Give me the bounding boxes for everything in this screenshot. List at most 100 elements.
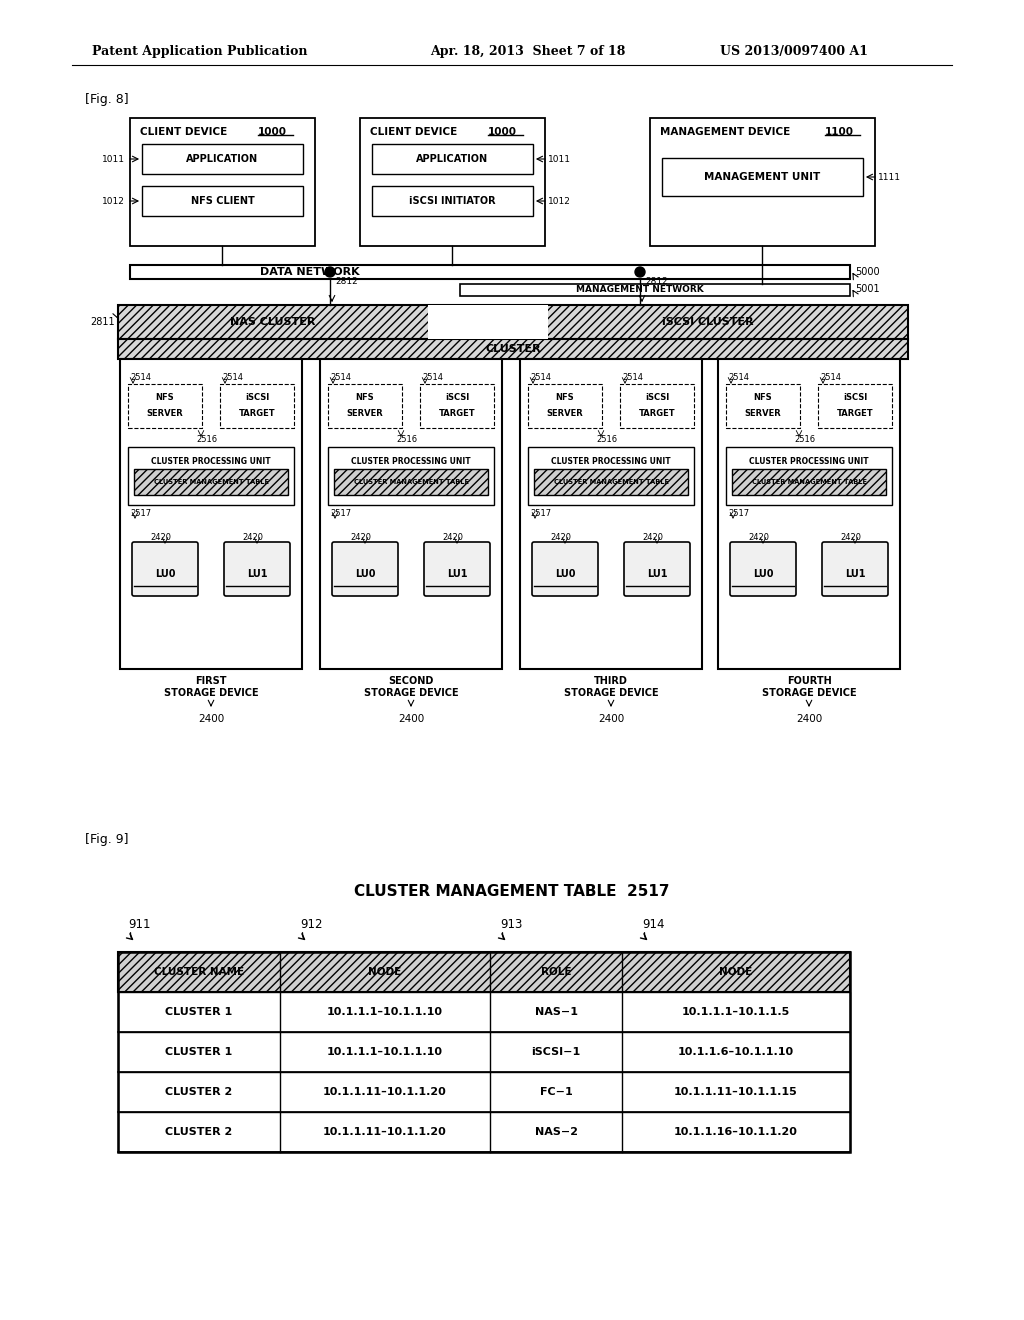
- Circle shape: [325, 267, 335, 277]
- Text: [Fig. 8]: [Fig. 8]: [85, 94, 129, 107]
- Text: CLUSTER MANAGEMENT TABLE: CLUSTER MANAGEMENT TABLE: [554, 479, 669, 484]
- Text: CLIENT DEVICE: CLIENT DEVICE: [370, 127, 461, 137]
- Bar: [662, 158, 863, 195]
- Text: 2420: 2420: [550, 533, 571, 543]
- Text: SERVER: SERVER: [744, 409, 781, 418]
- Text: 2516: 2516: [396, 434, 417, 444]
- Text: 2400: 2400: [198, 714, 224, 723]
- Text: 2811: 2811: [90, 317, 115, 327]
- Text: APPLICATION: APPLICATION: [186, 154, 259, 164]
- Text: NAS−1: NAS−1: [535, 1007, 578, 1016]
- Text: 2514: 2514: [728, 372, 749, 381]
- Text: 2514: 2514: [622, 372, 643, 381]
- Text: CLUSTER 2: CLUSTER 2: [165, 1127, 232, 1137]
- FancyBboxPatch shape: [730, 543, 796, 597]
- Bar: [142, 144, 303, 174]
- Text: CLUSTER PROCESSING UNIT: CLUSTER PROCESSING UNIT: [750, 458, 868, 466]
- Text: 2516: 2516: [794, 434, 815, 444]
- Bar: [360, 117, 545, 246]
- Text: 2514: 2514: [530, 372, 551, 381]
- Text: ROLE: ROLE: [541, 968, 571, 977]
- Text: 912: 912: [300, 919, 323, 932]
- Text: 10.1.1.1–10.1.1.5: 10.1.1.1–10.1.1.5: [682, 1007, 791, 1016]
- Text: DATA NETWORK: DATA NETWORK: [260, 267, 359, 277]
- Text: 1012: 1012: [548, 197, 570, 206]
- Bar: [118, 1072, 850, 1111]
- Text: 1011: 1011: [548, 154, 571, 164]
- Text: 2517: 2517: [530, 510, 551, 519]
- Text: CLUSTER 2: CLUSTER 2: [165, 1086, 232, 1097]
- Bar: [528, 447, 694, 506]
- Bar: [118, 339, 908, 359]
- Text: 2420: 2420: [840, 533, 861, 543]
- Text: 2514: 2514: [330, 372, 351, 381]
- Bar: [428, 305, 548, 339]
- Bar: [372, 144, 534, 174]
- Text: 5001: 5001: [855, 284, 880, 294]
- Text: 1111: 1111: [878, 173, 901, 181]
- Text: CLUSTER PROCESSING UNIT: CLUSTER PROCESSING UNIT: [551, 458, 671, 466]
- Bar: [372, 186, 534, 216]
- Text: 2517: 2517: [130, 510, 152, 519]
- Text: NAS−2: NAS−2: [535, 1127, 578, 1137]
- Text: SECOND
STORAGE DEVICE: SECOND STORAGE DEVICE: [364, 676, 459, 698]
- Text: SERVER: SERVER: [146, 409, 183, 418]
- Text: 2420: 2420: [642, 533, 663, 543]
- Text: iSCSI: iSCSI: [645, 393, 669, 403]
- Text: 911: 911: [128, 919, 151, 932]
- Text: TARGET: TARGET: [438, 409, 475, 418]
- FancyBboxPatch shape: [424, 543, 490, 597]
- Bar: [718, 359, 900, 669]
- Text: LU1: LU1: [647, 569, 668, 579]
- Text: 1011: 1011: [102, 154, 125, 164]
- Text: CLUSTER 1: CLUSTER 1: [165, 1047, 232, 1057]
- Text: 2812: 2812: [645, 277, 668, 286]
- Bar: [118, 1032, 850, 1072]
- Text: 10.1.1.1–10.1.1.10: 10.1.1.1–10.1.1.10: [327, 1047, 443, 1057]
- Text: 2400: 2400: [796, 714, 822, 723]
- Bar: [534, 469, 688, 495]
- Text: iSCSI INITIATOR: iSCSI INITIATOR: [410, 195, 496, 206]
- Text: LU0: LU0: [155, 569, 175, 579]
- Bar: [818, 384, 892, 428]
- Text: CLIENT DEVICE: CLIENT DEVICE: [140, 127, 230, 137]
- Text: 2514: 2514: [130, 372, 151, 381]
- Text: iSCSI−1: iSCSI−1: [531, 1047, 581, 1057]
- Text: iSCSI CLUSTER: iSCSI CLUSTER: [663, 317, 754, 327]
- Text: SERVER: SERVER: [547, 409, 584, 418]
- Text: FIRST
STORAGE DEVICE: FIRST STORAGE DEVICE: [164, 676, 258, 698]
- Text: LU1: LU1: [845, 569, 865, 579]
- Text: CLUSTER: CLUSTER: [485, 345, 541, 354]
- FancyBboxPatch shape: [132, 543, 198, 597]
- Bar: [620, 384, 694, 428]
- Text: iSCSI: iSCSI: [444, 393, 469, 403]
- Text: 2514: 2514: [422, 372, 443, 381]
- Bar: [128, 447, 294, 506]
- Text: MANAGEMENT DEVICE: MANAGEMENT DEVICE: [660, 127, 794, 137]
- Bar: [128, 384, 202, 428]
- Bar: [130, 117, 315, 246]
- FancyBboxPatch shape: [532, 543, 598, 597]
- Text: 10.1.1.11–10.1.1.20: 10.1.1.11–10.1.1.20: [324, 1086, 446, 1097]
- Bar: [118, 952, 850, 993]
- Text: TARGET: TARGET: [239, 409, 275, 418]
- Text: 2517: 2517: [728, 510, 750, 519]
- Text: LU0: LU0: [354, 569, 375, 579]
- Text: 1100: 1100: [825, 127, 854, 137]
- Bar: [142, 186, 303, 216]
- Text: 2514: 2514: [222, 372, 243, 381]
- Text: TARGET: TARGET: [837, 409, 873, 418]
- Text: 2420: 2420: [242, 533, 263, 543]
- Text: 2812: 2812: [335, 277, 357, 286]
- Bar: [650, 117, 874, 246]
- Bar: [520, 359, 702, 669]
- Text: TARGET: TARGET: [639, 409, 675, 418]
- Text: FOURTH
STORAGE DEVICE: FOURTH STORAGE DEVICE: [762, 676, 856, 698]
- Text: THIRD
STORAGE DEVICE: THIRD STORAGE DEVICE: [563, 676, 658, 698]
- Bar: [732, 469, 886, 495]
- Text: FC−1: FC−1: [540, 1086, 572, 1097]
- Text: iSCSI: iSCSI: [245, 393, 269, 403]
- Text: [Fig. 9]: [Fig. 9]: [85, 833, 128, 846]
- Text: US 2013/0097400 A1: US 2013/0097400 A1: [720, 45, 868, 58]
- Text: 1000: 1000: [488, 127, 517, 137]
